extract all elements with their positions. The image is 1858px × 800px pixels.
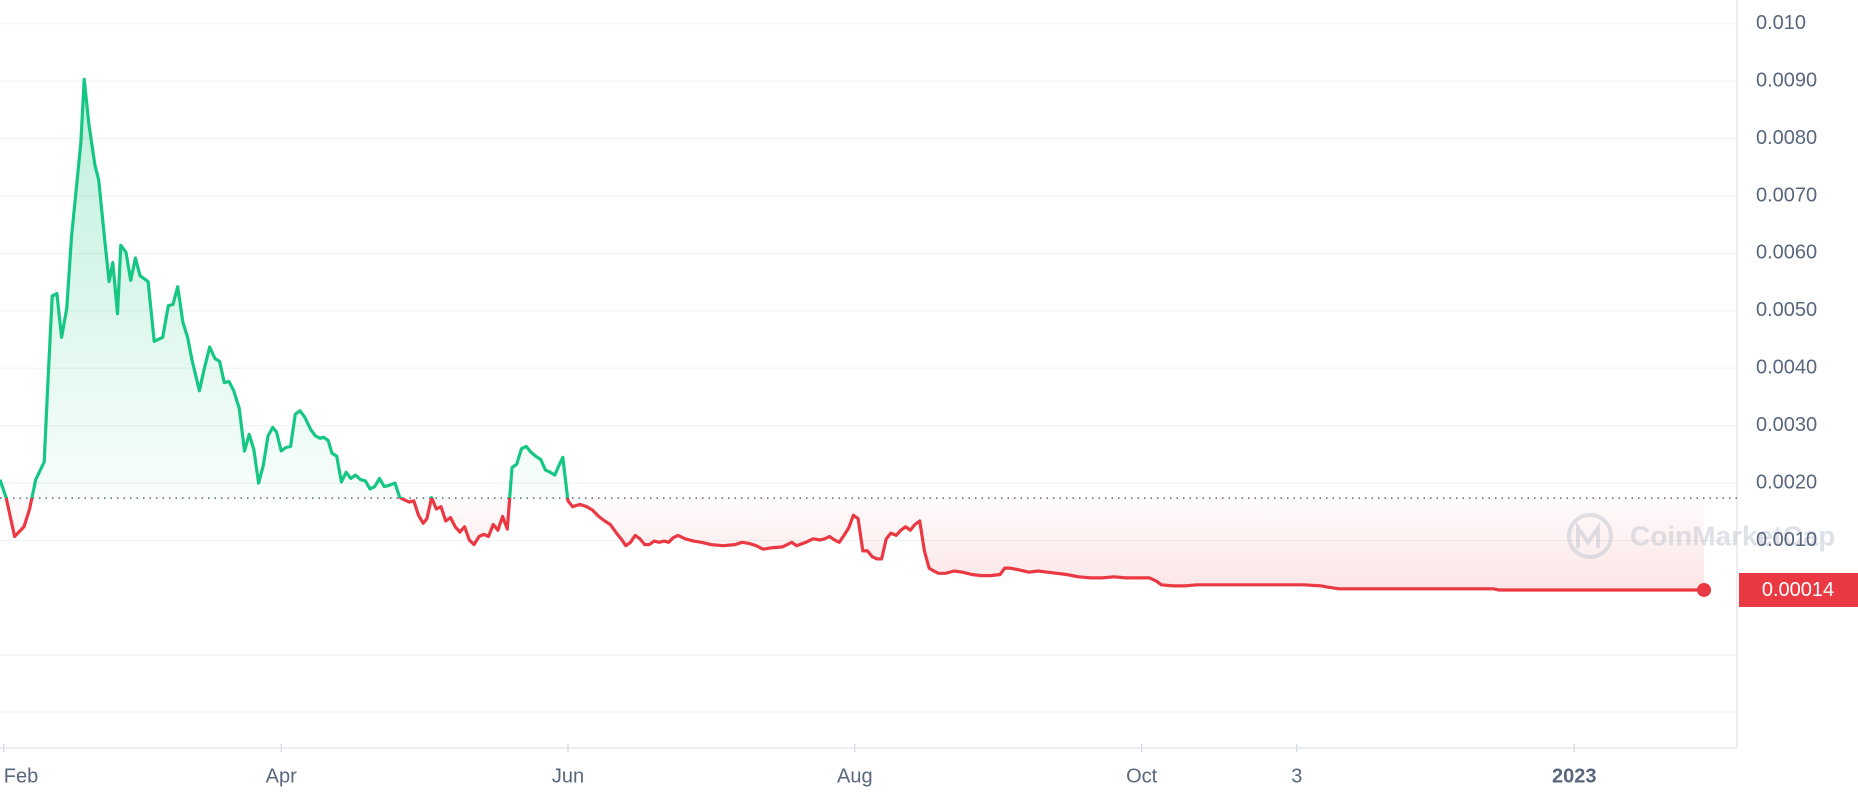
x-tick-label: Jun (552, 765, 584, 787)
x-tick-label: Apr (266, 765, 297, 787)
watermark-logo (1576, 521, 1600, 548)
watermark: CoinMarketCap (1567, 513, 1835, 559)
current-price-box (1739, 572, 1858, 607)
y-tick-label: 0.0050 (1756, 299, 1817, 321)
area-fill (0, 79, 1704, 591)
watermark-logo (1567, 513, 1613, 559)
y-tick-label: 0.0070 (1756, 184, 1817, 206)
x-tick-label: Feb (4, 765, 38, 787)
y-tick-label: 0.0010 (1756, 529, 1817, 551)
y-tick-label: 0.0060 (1756, 242, 1817, 264)
x-tick-label: 2023 (1552, 765, 1597, 787)
y-tick-label: 0.0030 (1756, 414, 1817, 436)
current-price-label: 0.00014 (1762, 579, 1834, 601)
y-tick-label: 0.0040 (1756, 357, 1817, 379)
grid (0, 23, 1737, 752)
watermark-text: CoinMarketCap (1630, 520, 1835, 551)
labels: 0.0010 0.0020 0.0030 0.0040 0.0050 0.0060 0.00… (4, 12, 1858, 787)
price-line (0, 77, 1704, 592)
y-tick-label: 0.0090 (1756, 69, 1817, 91)
current-price-dot (1697, 582, 1711, 597)
y-tick-label: 0.010 (1756, 12, 1806, 34)
x-tick-label: Aug (837, 765, 873, 787)
x-tick-label: 3 (1291, 765, 1302, 787)
x-tick-label: Oct (1126, 765, 1158, 787)
y-tick-label: 0.0080 (1756, 127, 1817, 149)
plot (0, 77, 1737, 597)
y-tick-label: 0.0020 (1756, 471, 1817, 493)
